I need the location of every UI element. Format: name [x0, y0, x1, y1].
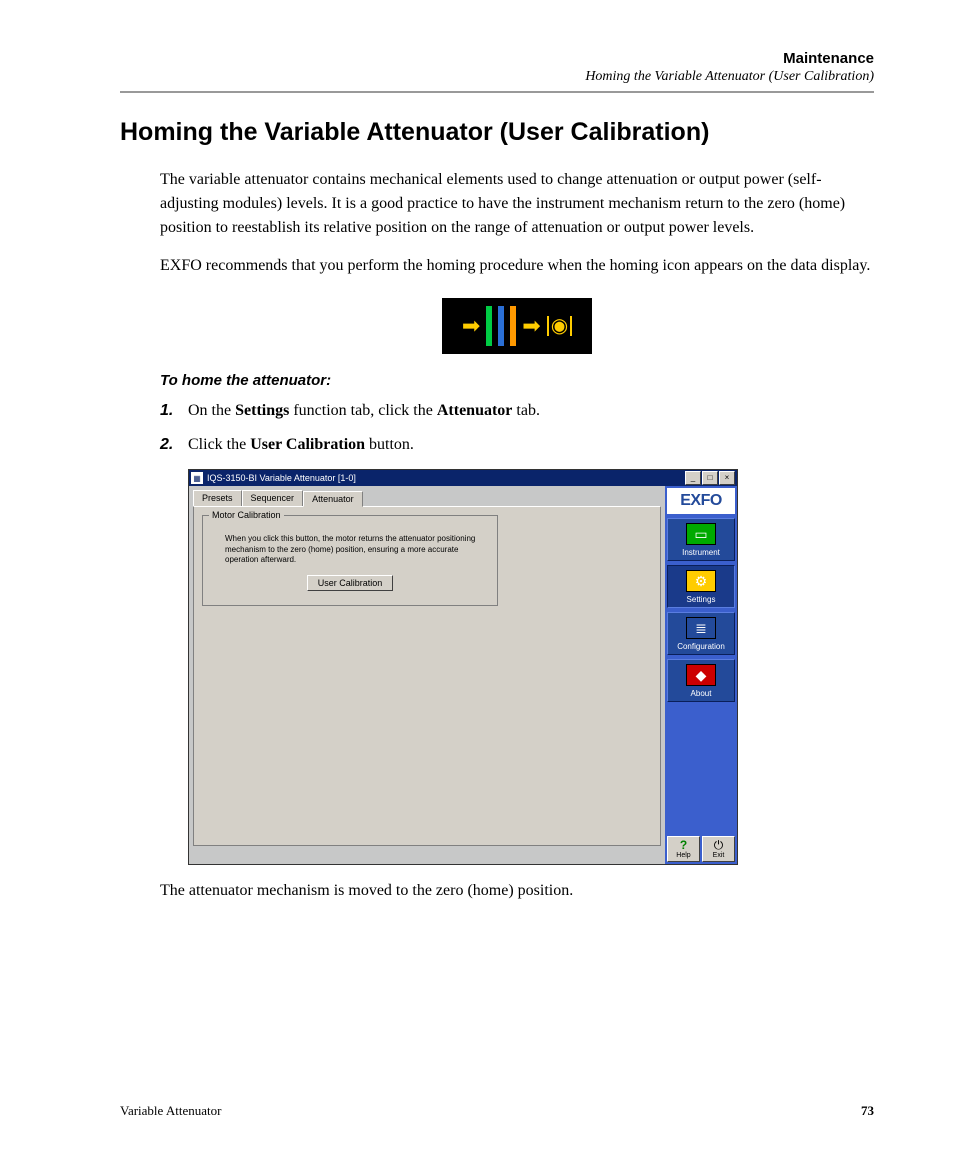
help-icon: ?	[680, 839, 687, 851]
page-header: Maintenance Homing the Variable Attenuat…	[120, 50, 874, 85]
exit-button[interactable]: ⏻ Exit	[702, 836, 735, 862]
sidebar-item-label: About	[691, 689, 712, 698]
bar-blue	[498, 306, 504, 346]
application-screenshot: ▦ IQS-3150-BI Variable Attenuator [1-0] …	[188, 469, 738, 865]
exfo-logo: EXFO	[667, 488, 735, 514]
sidebar-settings[interactable]: ⚙ Settings	[667, 565, 735, 608]
body-content: The variable attenuator contains mechani…	[160, 168, 874, 903]
tab-content: Motor Calibration When you click this bu…	[193, 506, 661, 846]
bar-orange	[510, 306, 516, 346]
step-text: Click the User Calibration button.	[188, 433, 874, 457]
section-title: Homing the Variable Attenuator (User Cal…	[120, 117, 874, 148]
sidebar-item-label: Settings	[687, 595, 716, 604]
header-chapter: Maintenance	[120, 50, 874, 67]
homing-icon-figure: ➡ ➡ ◉	[160, 298, 874, 354]
window-title: IQS-3150-BI Variable Attenuator [1-0]	[207, 473, 684, 483]
about-icon: ◆	[686, 664, 716, 686]
paragraph-2: EXFO recommends that you perform the hom…	[160, 254, 874, 278]
close-button[interactable]: ×	[719, 471, 735, 485]
tab-attenuator[interactable]: Attenuator	[303, 491, 363, 507]
target-icon: ◉	[547, 316, 572, 336]
step-2: 2. Click the User Calibration button.	[160, 433, 874, 457]
configuration-icon: ≣	[686, 617, 716, 639]
app-body: Presets Sequencer Attenuator Motor Calib…	[189, 486, 737, 864]
minimize-button[interactable]: _	[685, 471, 701, 485]
instrument-icon: ▭	[686, 523, 716, 545]
groupbox-text: When you click this button, the motor re…	[225, 534, 485, 565]
window-titlebar: ▦ IQS-3150-BI Variable Attenuator [1-0] …	[189, 470, 737, 486]
maximize-button[interactable]: □	[702, 471, 718, 485]
tab-strip: Presets Sequencer Attenuator	[193, 490, 661, 506]
bar-green	[486, 306, 492, 346]
step-text: On the Settings function tab, click the …	[188, 399, 874, 423]
tab-presets[interactable]: Presets	[193, 490, 242, 506]
sidebar-item-label: Configuration	[677, 642, 725, 651]
document-page: Maintenance Homing the Variable Attenuat…	[0, 0, 954, 1159]
footer-page-number: 73	[861, 1103, 874, 1119]
homing-icon: ➡ ➡ ◉	[442, 298, 592, 354]
footer-left: Variable Attenuator	[120, 1103, 221, 1119]
sidebar-configuration[interactable]: ≣ Configuration	[667, 612, 735, 655]
sidebar-item-label: Instrument	[682, 548, 720, 557]
paragraph-1: The variable attenuator contains mechani…	[160, 168, 874, 240]
help-label: Help	[676, 852, 690, 859]
app-icon: ▦	[191, 472, 203, 484]
arrow-icon: ➡	[522, 315, 540, 337]
side-panel: EXFO ▭ Instrument ⚙ Settings ≣ Configura…	[665, 486, 737, 864]
paragraph-3: The attenuator mechanism is moved to the…	[160, 879, 874, 903]
procedure-heading: To home the attenuator:	[160, 372, 874, 389]
step-number: 1.	[160, 399, 188, 423]
arrow-icon: ➡	[462, 315, 480, 337]
sidebar-about[interactable]: ◆ About	[667, 659, 735, 702]
exit-icon: ⏻	[714, 839, 724, 851]
header-section: Homing the Variable Attenuator (User Cal…	[120, 69, 874, 85]
motor-calibration-group: Motor Calibration When you click this bu…	[202, 515, 498, 606]
sidebar-instrument[interactable]: ▭ Instrument	[667, 518, 735, 561]
bottom-buttons: ? Help ⏻ Exit	[667, 836, 735, 862]
settings-icon: ⚙	[686, 570, 716, 592]
user-calibration-button[interactable]: User Calibration	[307, 575, 394, 591]
help-button[interactable]: ? Help	[667, 836, 700, 862]
groupbox-title: Motor Calibration	[209, 510, 284, 520]
main-panel: Presets Sequencer Attenuator Motor Calib…	[189, 486, 665, 864]
tab-sequencer[interactable]: Sequencer	[242, 490, 304, 506]
page-footer: Variable Attenuator 73	[120, 1103, 874, 1119]
side-spacer	[667, 706, 735, 836]
step-number: 2.	[160, 433, 188, 457]
exit-label: Exit	[713, 852, 725, 859]
header-rule	[120, 91, 874, 93]
step-1: 1. On the Settings function tab, click t…	[160, 399, 874, 423]
